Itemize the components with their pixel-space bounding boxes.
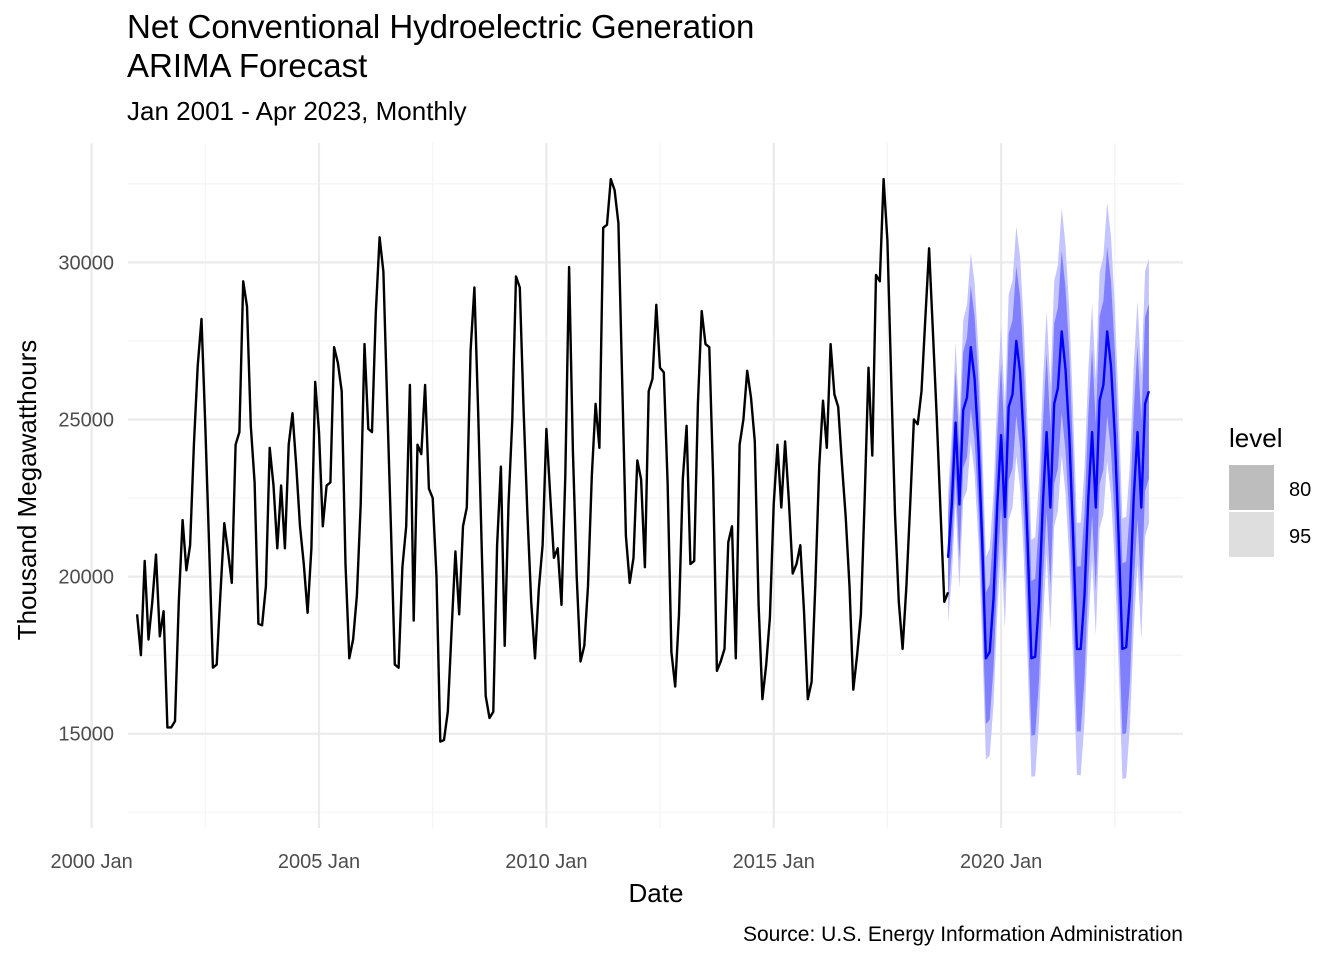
series-lines [135,177,1151,743]
plot-panel [90,143,1183,828]
legend-swatch-80 [1229,465,1274,510]
x-tick-label-0: 2000 Jan [50,851,132,873]
grid-minor [128,143,1183,828]
chart-title-line2: ARIMA Forecast [127,47,367,84]
y-axis-title: Thousand Megawatthours [12,340,42,641]
y-tick-label-0: 15000 [58,724,114,746]
chart-title-line1: Net Conventional Hydroelectric Generatio… [127,8,754,45]
x-tick-label-2: 2010 Jan [505,851,587,873]
chart-subtitle: Jan 2001 - Apr 2023, Monthly [127,96,467,126]
x-axis-ticks: 2000 Jan 2005 Jan 2010 Jan 2015 Jan 2020 Jan [50,851,1042,873]
legend: level 80 95 [1229,423,1311,557]
y-tick-label-3: 30000 [58,252,114,274]
x-tick-label-1: 2005 Jan [278,851,360,873]
y-axis-ticks: 15000 20000 25000 30000 [58,252,114,745]
x-tick-label-4: 2020 Jan [960,851,1042,873]
x-axis-title: Date [629,878,684,908]
legend-title: level [1229,423,1282,453]
y-tick-label-2: 25000 [58,410,114,432]
legend-label-80: 80 [1289,479,1311,501]
legend-swatch-95 [1229,512,1274,557]
actual-series-line [135,177,950,743]
legend-label-95: 95 [1289,526,1311,548]
forecast-series-line [946,330,1151,660]
y-tick-label-1: 20000 [58,567,114,589]
x-tick-label-3: 2015 Jan [733,851,815,873]
chart-caption: Source: U.S. Energy Information Administ… [743,923,1183,946]
